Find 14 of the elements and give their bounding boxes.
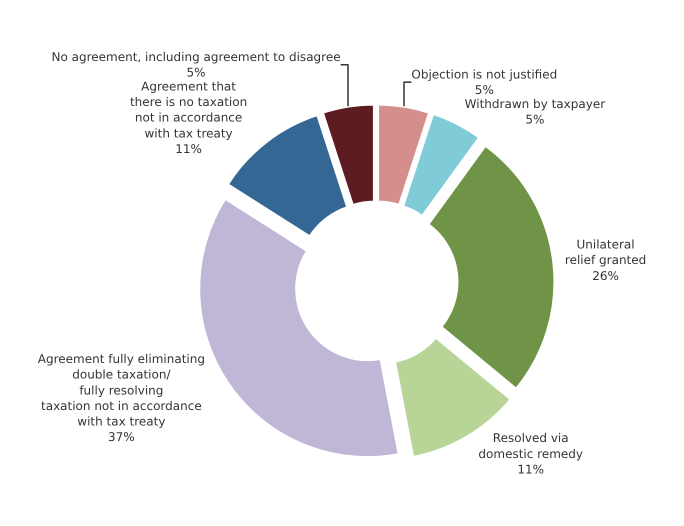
data-label: 5% [186, 66, 206, 80]
slice-label: Withdrawn by taxpayer [464, 96, 606, 111]
slice-label: Agreement fully eliminating double taxation/ fully resolving taxation not in accordance with tax treaty [38, 352, 205, 429]
slice-label: No agreement, including agreement to disagree [52, 50, 341, 64]
data-label: 5% [474, 82, 494, 97]
slice-label: Resolved via domestic remedy [478, 431, 583, 461]
slice-label: Agreement that there is no taxation not in accordance with tax treaty [130, 80, 248, 140]
slice-label: Unilateral relief granted [564, 238, 646, 268]
slice-label: Objection is not justified [411, 67, 558, 82]
data-label: 11% [175, 142, 202, 156]
data-label: 26% [592, 268, 619, 283]
data-label: 11% [517, 462, 544, 476]
data-label: 5% [525, 112, 544, 127]
data-label: 37% [108, 430, 135, 444]
